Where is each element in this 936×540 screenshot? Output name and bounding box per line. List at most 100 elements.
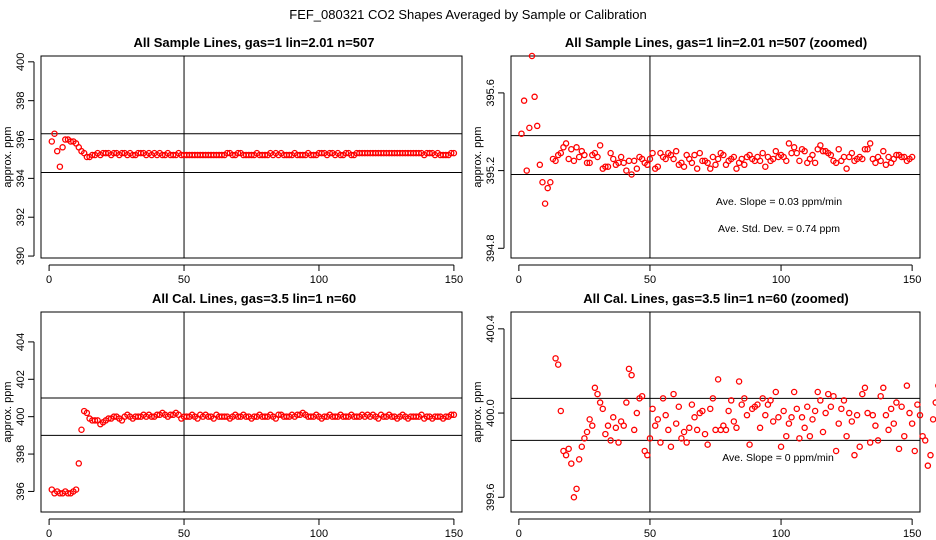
data-point bbox=[415, 149, 423, 157]
data-point bbox=[261, 413, 269, 420]
data-point bbox=[533, 122, 541, 130]
data-point bbox=[380, 413, 387, 420]
data-point bbox=[64, 490, 72, 497]
y-tick-label: 404 bbox=[15, 333, 27, 351]
data-point bbox=[861, 145, 869, 153]
annotation-text: Ave. Slope = 0.03 ppm/min bbox=[716, 196, 842, 208]
data-point bbox=[628, 171, 635, 178]
data-point bbox=[557, 149, 565, 157]
data-point bbox=[680, 163, 688, 170]
data-point bbox=[447, 411, 455, 419]
x-tick-label: 50 bbox=[178, 528, 190, 540]
data-point bbox=[242, 413, 250, 420]
data-point bbox=[709, 153, 717, 161]
data-point bbox=[353, 413, 360, 420]
data-point bbox=[720, 151, 727, 159]
data-point bbox=[218, 151, 226, 159]
data-point bbox=[756, 157, 764, 165]
data-point bbox=[827, 151, 835, 159]
data-point bbox=[223, 149, 231, 157]
data-point bbox=[644, 161, 651, 169]
data-point bbox=[83, 409, 91, 417]
data-point bbox=[898, 403, 905, 410]
data-point bbox=[838, 405, 845, 413]
data-point bbox=[442, 151, 450, 159]
y-tick-label: 394 bbox=[15, 169, 27, 187]
data-point bbox=[528, 52, 536, 60]
data-point bbox=[552, 157, 559, 165]
data-point bbox=[741, 161, 748, 169]
data-series bbox=[48, 407, 458, 497]
data-point bbox=[167, 411, 174, 419]
y-tick-label: 394.8 bbox=[485, 235, 497, 263]
data-point bbox=[796, 157, 803, 165]
data-point bbox=[877, 157, 884, 165]
data-point bbox=[699, 157, 706, 165]
y-tick-label: 390 bbox=[15, 247, 27, 265]
figure-title: FEF_080321 CO2 Shapes Averaged by Sample… bbox=[289, 7, 646, 22]
data-point bbox=[326, 149, 334, 157]
data-point bbox=[725, 407, 732, 415]
data-point bbox=[610, 155, 617, 163]
data-point bbox=[523, 167, 530, 174]
data-point bbox=[819, 147, 827, 155]
data-point bbox=[657, 439, 664, 446]
data-point bbox=[693, 426, 701, 434]
data-point bbox=[793, 405, 801, 413]
data-point bbox=[769, 155, 777, 163]
data-point bbox=[845, 409, 853, 417]
data-point bbox=[541, 200, 549, 207]
x-tick-label: 100 bbox=[310, 528, 328, 540]
data-point bbox=[607, 149, 614, 157]
y-tick-label: 400.0 bbox=[485, 399, 497, 427]
data-point bbox=[811, 159, 819, 167]
plot-frame bbox=[510, 55, 921, 259]
x-tick-label: 100 bbox=[772, 274, 790, 286]
data-point bbox=[772, 147, 780, 155]
panels: All Sample Lines, gas=1 lin=2.01 n=507 0 5… bbox=[2, 35, 936, 540]
data-point bbox=[712, 426, 719, 434]
data-point bbox=[864, 145, 871, 153]
data-point bbox=[672, 147, 680, 155]
data-point bbox=[654, 416, 662, 423]
x-tick-label: 50 bbox=[644, 528, 656, 540]
data-point bbox=[859, 390, 866, 398]
data-point bbox=[651, 422, 659, 429]
data-point bbox=[830, 392, 837, 400]
data-point bbox=[299, 151, 307, 159]
data-point bbox=[861, 384, 869, 392]
data-point bbox=[872, 159, 879, 167]
data-point bbox=[672, 420, 680, 427]
data-point bbox=[817, 397, 824, 404]
data-point bbox=[662, 155, 669, 163]
data-point bbox=[714, 155, 722, 163]
data-point bbox=[646, 155, 654, 163]
data-point bbox=[880, 384, 887, 392]
data-point bbox=[877, 392, 884, 400]
data-point bbox=[801, 147, 808, 155]
y-tick-label: 402 bbox=[15, 370, 27, 388]
data-point bbox=[843, 165, 850, 172]
data-point bbox=[654, 163, 662, 170]
chart-panel-2: All Sample Lines, gas=1 lin=2.01 n=507 (… bbox=[472, 35, 921, 286]
data-point bbox=[890, 420, 898, 427]
data-point bbox=[798, 414, 806, 421]
data-point bbox=[526, 124, 533, 132]
x-tick-label: 150 bbox=[903, 528, 921, 540]
data-point bbox=[688, 159, 696, 167]
data-point bbox=[118, 149, 126, 157]
data-point bbox=[547, 178, 554, 186]
y-tick-label: 398 bbox=[15, 445, 27, 463]
data-point bbox=[589, 422, 596, 429]
data-point bbox=[804, 403, 811, 410]
x-tick-label: 100 bbox=[772, 528, 790, 540]
data-point bbox=[544, 184, 551, 192]
data-point bbox=[412, 413, 420, 420]
data-point bbox=[790, 388, 798, 396]
data-point bbox=[762, 163, 769, 170]
data-point bbox=[649, 405, 656, 413]
data-point bbox=[735, 378, 743, 385]
data-point bbox=[604, 163, 612, 170]
data-point bbox=[851, 451, 858, 459]
data-point bbox=[824, 390, 832, 398]
